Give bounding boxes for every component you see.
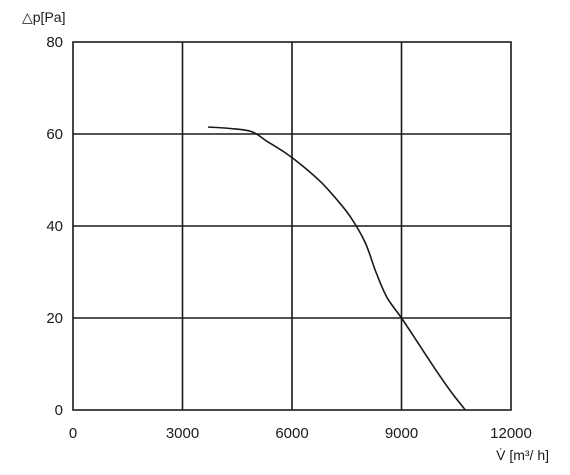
y-tick-label: 40: [46, 218, 63, 235]
y-tick-label: 0: [55, 402, 63, 419]
y-tick-labels: 0 20 40 60 80: [46, 34, 63, 419]
y-tick-label: 80: [46, 34, 63, 51]
plot-frame: [72, 41, 512, 411]
x-tick-label: 6000: [275, 425, 308, 442]
y-tick-label: 20: [46, 310, 63, 327]
x-tick-label: 3000: [166, 425, 199, 442]
y-axis-label: △p[Pa]: [22, 9, 65, 25]
pressure-curve: [208, 126, 467, 411]
x-tick-label: 0: [69, 425, 77, 442]
x-tick-label: 12000: [490, 425, 532, 442]
x-axis-label: V̇ [m³/ h]: [496, 447, 549, 463]
grid: [73, 42, 511, 410]
y-tick-label: 60: [46, 126, 63, 143]
x-tick-label: 9000: [385, 425, 418, 442]
x-tick-labels: 0 3000 6000 9000 12000: [69, 425, 532, 442]
